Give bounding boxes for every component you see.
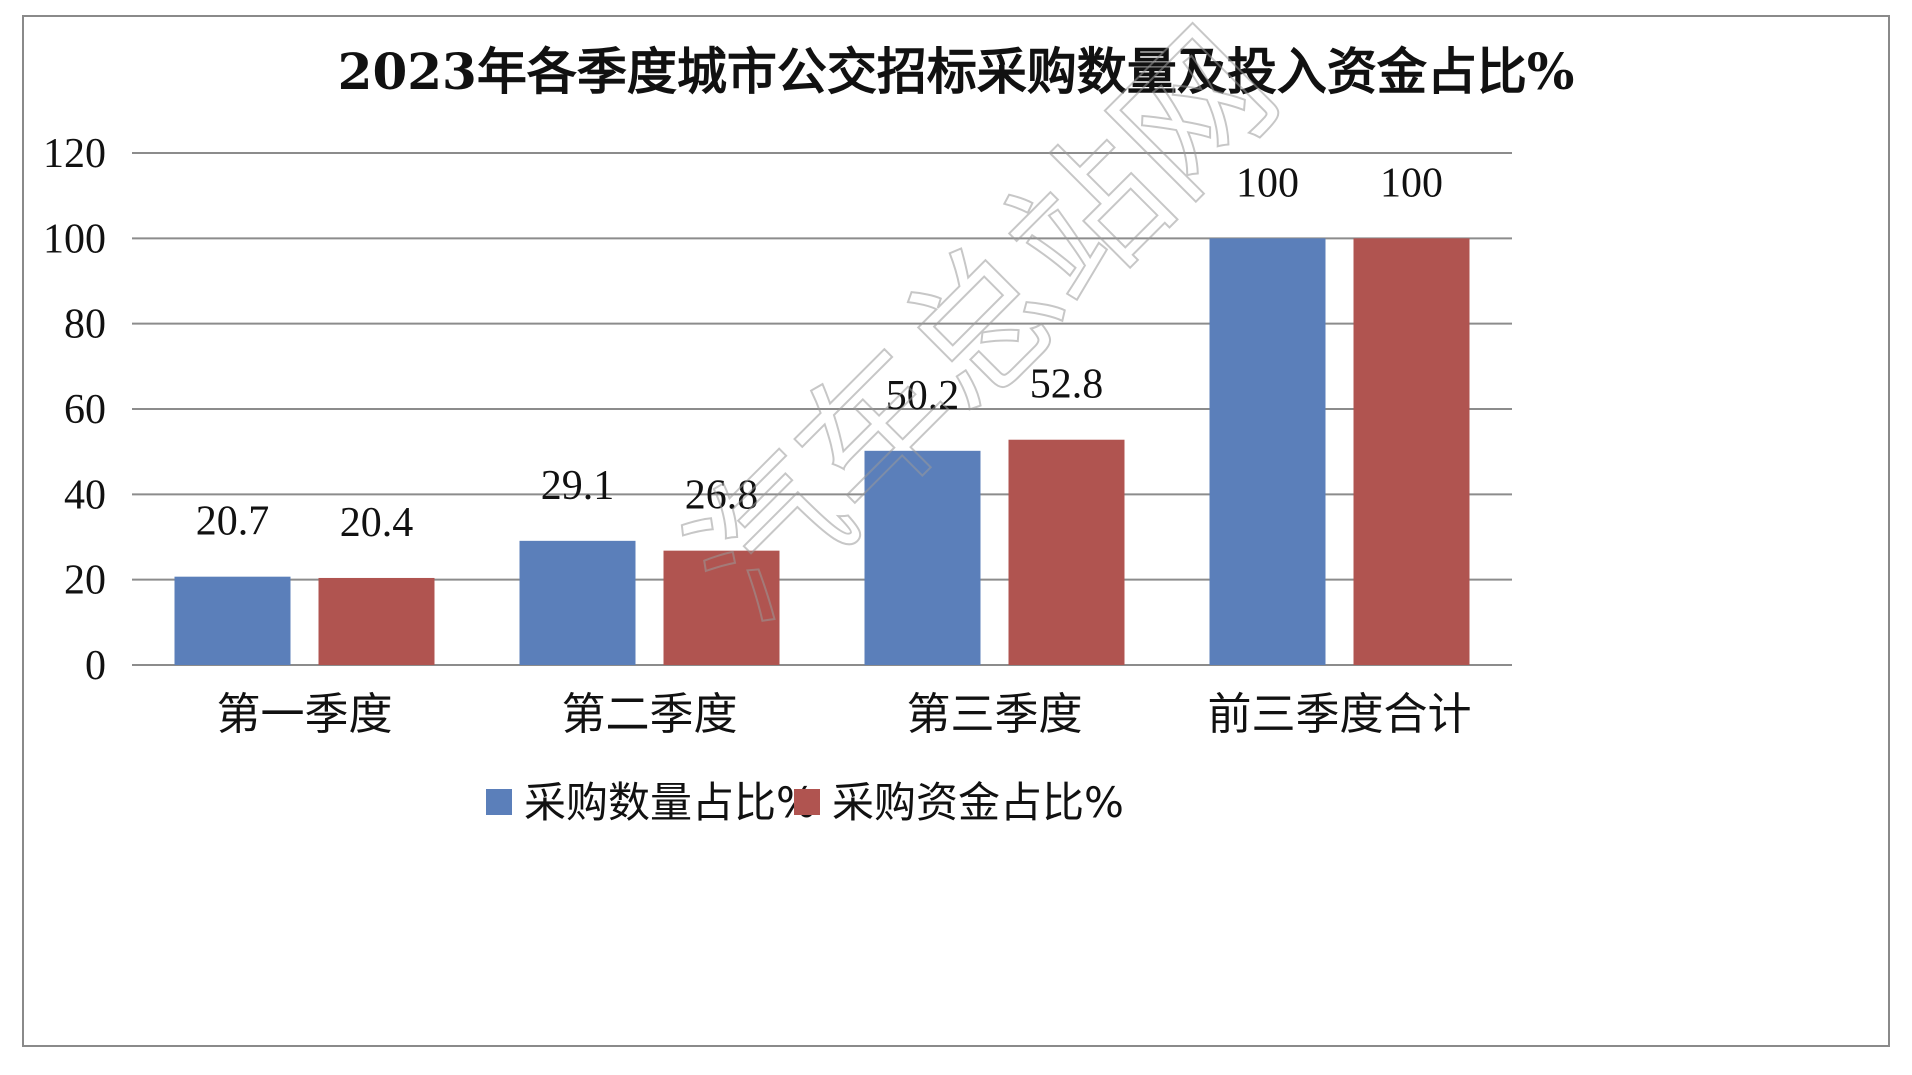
bar-funding: [318, 577, 435, 665]
y-tick-label: 100: [43, 216, 106, 262]
chart-frame: 2023年各季度城市公交招标采购数量及投入资金占比% 0 20 40 60 80 100 1…: [22, 15, 1890, 1047]
legend-label: 采购数量占比%: [524, 778, 816, 827]
bar-quantity: [519, 540, 636, 665]
bar-quantity: [864, 450, 981, 665]
data-label: 100: [1380, 160, 1443, 206]
bars: [174, 238, 1470, 666]
legend-swatch: [794, 789, 820, 815]
data-label: 52.8: [1030, 362, 1104, 408]
data-label: 20.4: [340, 500, 414, 546]
data-labels: 20.7 20.4 29.1 26.8 50.2 52.8 100 100: [196, 160, 1443, 546]
chart-svg: 2023年各季度城市公交招标采购数量及投入资金占比% 0 20 40 60 80 100 1…: [43, 17, 1575, 827]
legend-swatch: [486, 789, 512, 815]
category-label: 第三季度: [907, 689, 1083, 740]
chart-title: 2023年各季度城市公交招标采购数量及投入资金占比%: [338, 42, 1575, 101]
y-axis-ticks: 0 20 40 60 80 100 120: [43, 131, 106, 689]
bar-quantity: [1209, 238, 1326, 666]
category-label: 第二季度: [562, 689, 738, 740]
bar-funding: [663, 550, 780, 665]
data-label: 100: [1236, 160, 1299, 206]
x-axis-categories: 第一季度 第二季度 第三季度 前三季度合计: [217, 689, 1472, 740]
bar-funding: [1008, 439, 1125, 665]
data-label: 29.1: [541, 463, 615, 509]
y-tick-label: 40: [64, 472, 106, 518]
data-label: 26.8: [685, 473, 759, 519]
legend: 采购数量占比% 采购资金占比%: [486, 778, 1124, 827]
legend-label: 采购资金占比%: [832, 778, 1124, 827]
y-tick-label: 60: [64, 387, 106, 433]
data-label: 20.7: [196, 499, 270, 545]
y-tick-label: 0: [85, 643, 106, 689]
y-tick-label: 80: [64, 302, 106, 348]
bar-quantity: [174, 576, 291, 665]
category-label: 前三季度合计: [1208, 689, 1472, 740]
bar-funding: [1353, 238, 1470, 666]
y-tick-label: 120: [43, 131, 106, 177]
category-label: 第一季度: [217, 689, 393, 740]
data-label: 50.2: [886, 373, 960, 419]
y-tick-label: 20: [64, 558, 106, 604]
